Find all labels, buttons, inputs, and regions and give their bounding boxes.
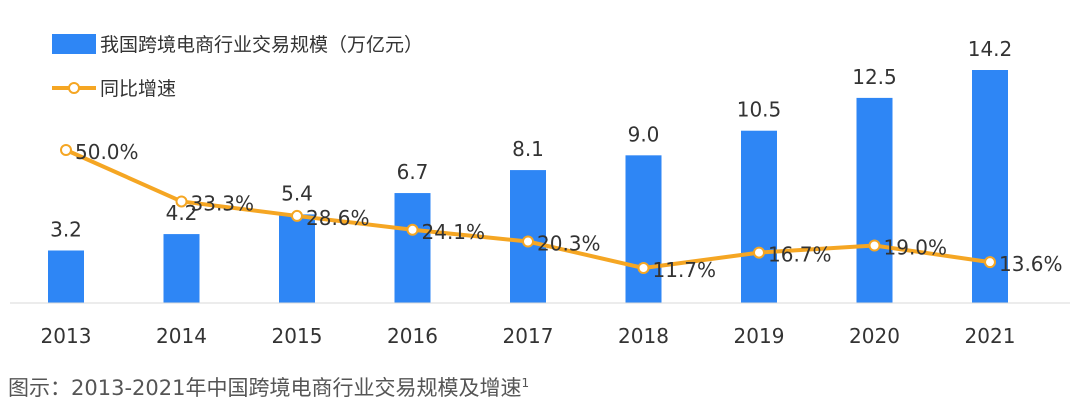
x-tick-2018: 2018	[618, 324, 669, 348]
bar-2014	[163, 234, 200, 303]
legend-line-label: 同比增速	[100, 78, 176, 100]
bar-value-labels: 3.24.25.46.78.19.010.512.514.2	[50, 37, 1012, 241]
growth-label-2014: 33.3%	[191, 191, 255, 215]
legend-bar-swatch	[52, 34, 96, 54]
legend: 我国跨境电商行业交易规模（万亿元） 同比增速	[52, 34, 423, 100]
growth-label-2015: 28.6%	[306, 206, 370, 230]
growth-point-2018	[637, 262, 650, 274]
bar-label-2017: 8.1	[512, 137, 544, 161]
growth-point-2020	[868, 239, 881, 252]
x-tick-2021: 2021	[965, 324, 1016, 348]
growth-label-2013: 50.0%	[75, 140, 139, 164]
x-tick-2013: 2013	[41, 324, 92, 348]
growth-label-2019: 16.7%	[768, 243, 832, 267]
caption-footnote: 1	[521, 376, 530, 390]
x-tick-2015: 2015	[272, 324, 323, 348]
legend-line-marker	[68, 82, 80, 94]
growth-point-2016	[406, 223, 419, 236]
x-tick-2019: 2019	[734, 324, 785, 348]
bar-2018	[625, 155, 662, 303]
growth-label-2018: 11.7%	[653, 258, 717, 282]
caption-text: 图示：2013-2021年中国跨境电商行业交易规模及增速	[8, 376, 522, 400]
growth-label-2016: 24.1%	[422, 220, 486, 244]
bar-2019	[741, 130, 777, 303]
growth-point-2017	[522, 235, 534, 248]
line-series: 50.0% 33.3% 28.6% 24.1% 20.3% 11.7% 16.7% 19.0%…	[60, 140, 1063, 282]
bar-label-2013: 3.2	[50, 217, 82, 241]
bar-label-2020: 12.5	[852, 65, 897, 89]
bar-label-2019: 10.5	[737, 98, 782, 122]
x-tick-2014: 2014	[156, 324, 207, 348]
x-tick-2020: 2020	[849, 324, 900, 348]
x-tick-2017: 2017	[503, 324, 554, 348]
bar-series	[48, 70, 1008, 303]
bar-2013	[48, 250, 84, 303]
growth-label-2021: 13.6%	[999, 252, 1063, 276]
growth-label-2020: 19.0%	[884, 236, 948, 260]
combo-chart: 我国跨境电商行业交易规模（万亿元） 同比增速 3.24.25.46.78.19.…	[10, 34, 1070, 348]
growth-point-2019	[753, 246, 765, 259]
growth-label-2017: 20.3%	[537, 232, 601, 256]
growth-point-2015	[291, 209, 303, 222]
x-axis-ticks: 2013 2014 2015 2016 2017 2018 2019 2020 2021	[41, 324, 1016, 348]
legend-bar-label: 我国跨境电商行业交易规模（万亿元）	[100, 34, 423, 56]
growth-point-2021	[984, 256, 996, 269]
bar-2015	[279, 214, 315, 303]
growth-point-2014	[175, 195, 188, 208]
figure-caption: 图示：2013-2021年中国跨境电商行业交易规模及增速1	[8, 372, 529, 402]
bar-label-2016: 6.7	[397, 160, 429, 184]
bar-label-2018: 9.0	[628, 122, 660, 146]
bar-label-2015: 5.4	[281, 181, 313, 205]
growth-point-2013	[60, 144, 72, 156]
x-tick-2016: 2016	[387, 324, 438, 348]
bar-label-2021: 14.2	[968, 37, 1013, 61]
bar-2020	[856, 97, 893, 303]
bar-2016	[394, 193, 431, 303]
